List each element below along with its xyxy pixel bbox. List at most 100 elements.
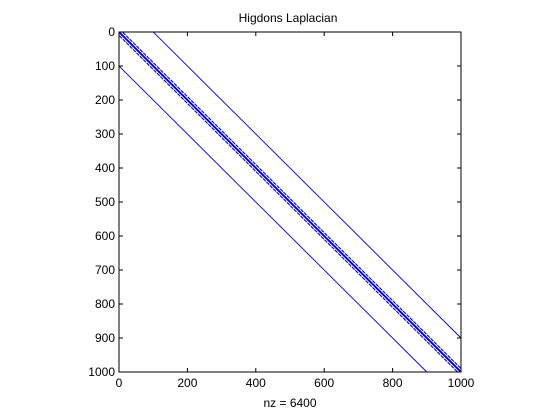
diagonal-segment bbox=[430, 337, 434, 342]
diagonal-segment bbox=[276, 184, 280, 189]
diagonal-segment bbox=[201, 110, 205, 114]
diagonal-segment bbox=[201, 116, 205, 121]
y-tick-label: 700 bbox=[95, 263, 115, 277]
diagonal-segment bbox=[300, 215, 304, 220]
diagonal-segment bbox=[204, 113, 208, 118]
diagonal-segment bbox=[218, 133, 222, 138]
diagonal-segment bbox=[399, 314, 403, 318]
y-tick-label: 600 bbox=[95, 229, 115, 243]
diagonal-segment bbox=[272, 188, 277, 192]
diagonal-segment bbox=[146, 55, 150, 60]
diagonal-segment bbox=[430, 344, 434, 349]
diagonal-segment bbox=[156, 72, 161, 77]
diagonal-segment bbox=[231, 140, 236, 145]
diagonal-segment bbox=[437, 344, 441, 349]
diagonal-segment bbox=[125, 35, 130, 39]
diagonal-segment bbox=[440, 348, 444, 352]
diagonal-segment bbox=[413, 327, 417, 332]
x-tick-label: 0 bbox=[116, 376, 123, 390]
diagonal-segment bbox=[419, 327, 424, 332]
diagonal-segment bbox=[142, 59, 147, 63]
diagonal-segment bbox=[211, 127, 215, 131]
diagonal-segment bbox=[392, 307, 397, 311]
nonzero-marks bbox=[118, 31, 462, 373]
diagonal-segment bbox=[368, 276, 373, 281]
diagonal-segment bbox=[170, 79, 174, 84]
diagonal-segment bbox=[327, 235, 332, 240]
diagonal-segment bbox=[354, 269, 359, 274]
diagonal-segment bbox=[317, 232, 321, 237]
diagonal-segment bbox=[395, 303, 400, 308]
diagonal-segment bbox=[235, 150, 239, 155]
diagonal-segment bbox=[129, 38, 133, 43]
diagonal-segment bbox=[303, 218, 308, 223]
diagonal-segment bbox=[187, 96, 191, 101]
diagonal-segment bbox=[266, 174, 270, 179]
diagonal-segment bbox=[392, 300, 397, 305]
diagonal-segment bbox=[423, 337, 427, 342]
diagonal-segment bbox=[337, 252, 342, 257]
diagonal-segment bbox=[248, 164, 253, 169]
diagonal-segment bbox=[406, 320, 410, 325]
diagonal-segment bbox=[207, 123, 212, 128]
diagonal-segment bbox=[341, 256, 345, 260]
diagonal-segment bbox=[248, 157, 253, 162]
diagonal-segment bbox=[348, 263, 352, 267]
diagonal-segment bbox=[440, 354, 444, 359]
y-tick-label: 200 bbox=[95, 93, 115, 107]
diagonal-segment bbox=[344, 252, 349, 257]
diagonal-segment bbox=[180, 96, 185, 101]
diagonal-segment bbox=[341, 249, 345, 254]
x-tick-label: 600 bbox=[314, 376, 334, 390]
diagonal-segment bbox=[238, 154, 243, 158]
diagonal-plus-10 bbox=[122, 31, 462, 369]
diagonal-segment bbox=[166, 76, 171, 80]
diagonal-segment bbox=[228, 144, 232, 148]
diagonal-segment bbox=[320, 235, 325, 240]
diagonal-segment bbox=[242, 157, 246, 162]
diagonal-segment bbox=[218, 127, 222, 131]
diagonal-segment bbox=[361, 269, 366, 274]
diagonal-segment bbox=[259, 167, 263, 172]
y-tick-label: 0 bbox=[108, 25, 115, 39]
diagonal-segment bbox=[286, 195, 291, 199]
diagonal-segment bbox=[194, 110, 198, 114]
y-tick-label: 300 bbox=[95, 127, 115, 141]
diagonal-segment bbox=[348, 256, 352, 260]
diagonal-segment bbox=[279, 188, 284, 192]
diagonal-segment bbox=[399, 307, 403, 311]
diagonal-segment bbox=[313, 229, 318, 233]
diagonal-segment bbox=[228, 137, 232, 141]
diagonal-segment bbox=[177, 86, 181, 90]
diagonal-segment bbox=[423, 331, 427, 335]
diagonal-segment bbox=[272, 181, 277, 186]
diagonal-segment bbox=[207, 116, 212, 121]
diagonal-segment bbox=[310, 218, 314, 223]
diagonal-segment bbox=[132, 42, 137, 46]
diagonal-segment bbox=[416, 331, 421, 335]
diagonal-segment bbox=[238, 147, 243, 152]
diagonal-segment bbox=[252, 161, 256, 165]
diagonal-segment bbox=[358, 273, 362, 277]
diagonal-segment bbox=[324, 232, 328, 237]
diagonal-segment bbox=[149, 59, 154, 63]
diagonal-segment bbox=[361, 276, 366, 281]
diagonal-segment bbox=[351, 259, 356, 264]
diagonal-segment bbox=[197, 113, 202, 118]
diagonal-segment bbox=[382, 297, 386, 301]
diagonal-segment bbox=[283, 198, 287, 203]
diagonal-segment bbox=[289, 198, 294, 203]
diagonal-segment bbox=[224, 140, 229, 145]
diagonal-segment bbox=[187, 103, 191, 107]
diagonal-segment bbox=[136, 52, 140, 56]
diagonal-segment bbox=[245, 154, 250, 158]
diagonal-segment bbox=[443, 358, 448, 362]
diagonal-segment bbox=[170, 86, 174, 90]
diagonal-segment bbox=[433, 348, 438, 352]
diagonal-segment bbox=[402, 317, 407, 322]
diagonal-segment bbox=[293, 208, 297, 213]
diagonal-segment bbox=[447, 361, 451, 366]
diagonal-segment bbox=[375, 290, 379, 294]
diagonal-segment bbox=[320, 229, 325, 233]
y-tick-label: 900 bbox=[95, 331, 115, 345]
